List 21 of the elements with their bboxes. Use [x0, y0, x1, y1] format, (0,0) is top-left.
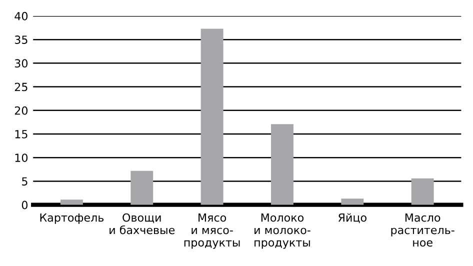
bar [341, 198, 364, 205]
y-tick-label: 25 [14, 82, 28, 92]
y-tick-label: 40 [14, 12, 28, 20]
y-tick-label: 10 [15, 154, 28, 162]
x-tick-label: Картофель [40, 213, 104, 224]
y-tick-label: 30 [14, 59, 28, 68]
bar [411, 178, 434, 205]
y-tick-label: 0 [22, 200, 28, 210]
y-tick-label: 5 [22, 177, 28, 186]
x-tick-label: Масло раститель- ное [391, 213, 454, 247]
y-tick-label: 20 [14, 106, 28, 115]
x-tick-label: Мясо и мясо- продукты [184, 213, 240, 249]
x-tick-label: Яйцо [338, 213, 366, 224]
x-tick-label: Овощи и бахчевые [110, 213, 175, 234]
bar [200, 28, 224, 205]
bar [60, 200, 83, 205]
y-tick-label: 15 [15, 130, 28, 138]
x-tick-label: Молоко и молоко- продукты [254, 213, 310, 249]
bar [271, 124, 294, 205]
bar [130, 170, 154, 205]
y-tick-label: 35 [14, 36, 28, 44]
